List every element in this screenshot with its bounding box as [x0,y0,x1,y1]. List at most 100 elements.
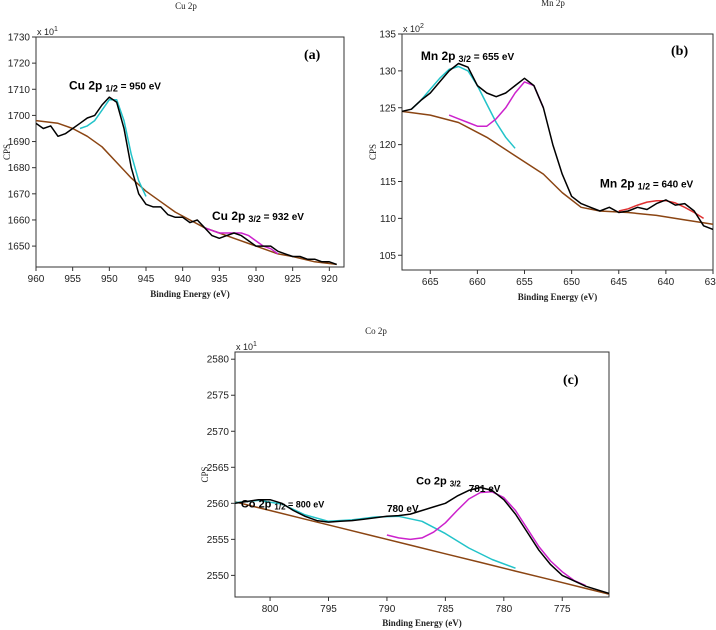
chart-panel-b: Mn 2p 665 660 655 650 645 640 635 105 110 115 120 12… [368,0,716,302]
y-tick-label: 1680 [8,163,31,174]
x-tick-label: 785 [437,604,454,615]
panel-letter: (a) [304,48,321,63]
x-tick-label: 660 [469,277,486,288]
x-tick-label: 790 [379,604,396,615]
peak-annotation: Cu 2p 3/2 = 932 eV [212,209,304,224]
x-tick-label: 640 [658,277,675,288]
annotation-subscript: 1/2 [105,83,118,93]
y-multiplier: x 101 [37,26,58,37]
series-line-background [36,119,337,266]
y-tick-label: 2570 [207,427,230,438]
x-tick-label: 655 [516,277,533,288]
y-tick-label: 1720 [8,59,31,70]
y-tick-label: 2575 [207,391,230,402]
x-tick-label: 920 [321,274,338,285]
annotation-value: = 800 eV [286,500,325,510]
y-tick-label: 120 [379,140,396,151]
y-tick-label: 2550 [207,571,230,582]
x-tick-label: 935 [211,274,228,285]
annotation-subscript: 3/2 [450,480,462,489]
x-tick-label: 955 [64,274,81,285]
x-tick-label: 930 [248,274,265,285]
panel-letter: (c) [563,373,579,388]
annotation-subscript: 3/2 [248,214,261,224]
y-tick-label: 1660 [8,215,31,226]
x-axis-label: Binding Energy (eV) [150,289,230,299]
plot-frame [35,36,345,268]
x-tick-label: 635 [705,277,716,288]
plot-frame [401,33,714,271]
y-tick-label: 1730 [8,33,31,44]
y-tick-label: 125 [379,103,396,114]
x-tick-label: 960 [28,274,45,285]
x-tick-label: 775 [554,604,571,615]
annotation-subscript: 1/2 [274,503,286,512]
series-line-background [235,501,609,595]
x-tick-label: 650 [563,277,580,288]
y-tick-label: 1650 [8,242,31,253]
panel-letter: (b) [671,44,688,59]
annotation-value: = 932 eV [261,212,304,223]
y-multiplier: x 102 [403,23,424,34]
y-tick-label: 110 [380,214,396,225]
y-tick-label: 1690 [8,137,31,148]
annotation-main: Co 2p [241,499,272,511]
annotation-value: = 950 eV [118,81,161,92]
peak-annotation: Mn 2p 1/2 = 640 eV [600,176,694,191]
series-line-raw [36,96,337,266]
annotation-value: = 640 eV [650,179,693,190]
series-line-fit-mn-2p1-2 [618,199,704,220]
annotation-main: Mn 2p [421,49,456,63]
series-line-raw [235,486,609,595]
plot-frame [234,351,610,598]
y-multiplier-exponent: 1 [54,26,58,33]
annotation-main: Mn 2p [600,176,635,190]
y-multiplier-exponent: 2 [420,23,424,30]
x-tick-label: 945 [138,274,155,285]
series-line-fit-cu-2p3-2 [204,227,279,255]
x-axis-label: Binding Energy (eV) [518,292,598,302]
y-tick-label: 1670 [8,189,31,200]
chart-title: Cu 2p [175,1,197,11]
peak-annotation: Co 2p 1/2 = 800 eV [241,499,324,512]
peak-annotation: Co 2p 3/2 [416,476,461,489]
series-line-background [402,110,713,226]
chart-title: Co 2p [365,326,387,336]
y-axis-label: CPS [368,144,378,160]
x-tick-label: 795 [320,604,337,615]
peak-annotation: Cu 2p 1/2 = 950 eV [69,78,161,93]
peak-annotation: Mn 2p 3/2 = 655 eV [421,49,515,64]
y-axis-label: CPS [200,466,210,482]
y-multiplier-exponent: 1 [253,341,257,348]
annotation-main: 781 eV [469,484,501,495]
chart-panel-a: Cu 2p 960 955 950 945 940 935 930 925 920 1650 1660… [2,1,345,299]
chart-panel-c: Co 2p 800 795 790 785 780 775 2550 2555 2560 2565 2… [200,326,610,628]
x-axis-label: Binding Energy (eV) [382,618,462,628]
annotation-main: Cu 2p [69,78,102,92]
y-axis-label: CPS [2,144,12,160]
y-multiplier: x 101 [236,341,257,352]
x-tick-label: 645 [610,277,627,288]
series-line-fit-co-2p3-2 [386,491,586,587]
y-tick-label: 130 [379,66,396,77]
y-tick-label: 2565 [207,463,230,474]
x-tick-label: 950 [101,274,118,285]
annotation-main: 780 eV [387,504,419,515]
x-tick-label: 925 [284,274,301,285]
annotation-subscript: 3/2 [459,54,472,64]
peak-annotation: 780 eV [387,504,419,515]
y-tick-label: 2555 [207,535,230,546]
y-tick-label: 1710 [8,85,31,96]
y-tick-label: 115 [380,177,396,188]
series-line-raw [402,62,713,231]
x-tick-label: 800 [262,604,279,615]
y-tick-label: 2580 [207,355,230,366]
series-line-fit-mn-2p3-2 [410,65,516,149]
x-tick-label: 940 [174,274,191,285]
y-tick-label: 105 [379,251,396,262]
series-line-fit-mn-2p3-2-shoulder [448,81,545,127]
annotation-main: Cu 2p [212,209,245,223]
annotation-main: Co 2p [416,476,447,488]
annotation-subscript: 1/2 [638,181,651,191]
y-tick-label: 135 [379,30,396,41]
